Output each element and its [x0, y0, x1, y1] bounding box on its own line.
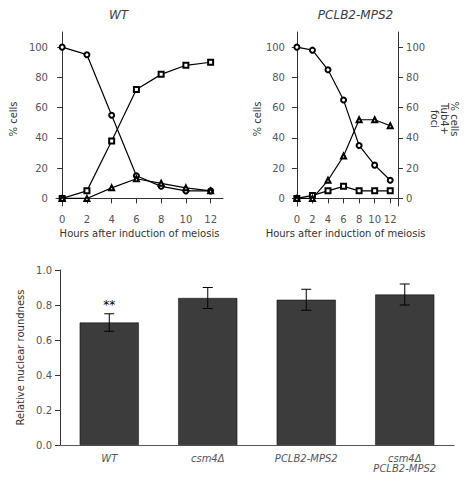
svg-text:2: 2: [309, 214, 315, 225]
svg-text:40: 40: [272, 132, 285, 143]
svg-text:0.8: 0.8: [36, 300, 52, 311]
svg-text:80: 80: [35, 72, 48, 83]
svg-text:0.6: 0.6: [36, 335, 52, 346]
svg-text:0: 0: [406, 193, 412, 204]
svg-text:6: 6: [340, 214, 346, 225]
svg-text:12: 12: [204, 214, 217, 225]
svg-text:WT: WT: [101, 453, 118, 464]
svg-text:Relative nuclear roundness: Relative nuclear roundness: [15, 290, 26, 426]
svg-text:csm4Δ: csm4Δ: [191, 453, 225, 464]
svg-text:PCLB2-MPS2: PCLB2-MPS2: [318, 8, 393, 22]
svg-text:csm4Δ: csm4Δ: [387, 452, 422, 464]
svg-text:2: 2: [84, 214, 90, 225]
svg-text:40: 40: [35, 132, 48, 143]
svg-text:20: 20: [406, 163, 419, 174]
svg-text:WT: WT: [109, 8, 130, 22]
svg-text:Tub4+: Tub4+: [438, 103, 450, 135]
svg-text:0: 0: [59, 214, 65, 225]
svg-text:60: 60: [272, 102, 285, 113]
svg-text:100: 100: [29, 42, 48, 53]
svg-text:60: 60: [406, 102, 419, 113]
svg-text:80: 80: [406, 72, 419, 83]
svg-text:10: 10: [180, 214, 193, 225]
svg-text:% cells: % cells: [448, 101, 460, 137]
svg-text:8: 8: [158, 214, 164, 225]
svg-text:0.2: 0.2: [36, 405, 52, 416]
svg-text:Hours after induction of meios: Hours after induction of meiosis: [266, 228, 426, 239]
svg-text:PCLB2-MPS2: PCLB2-MPS2: [275, 453, 338, 464]
svg-text:0: 0: [42, 193, 48, 204]
svg-text:4: 4: [108, 214, 114, 225]
svg-text:0: 0: [279, 193, 285, 204]
svg-text:6: 6: [133, 214, 139, 225]
svg-text:20: 20: [35, 163, 48, 174]
svg-text:80: 80: [272, 72, 285, 83]
svg-text:0.4: 0.4: [36, 370, 52, 381]
svg-text:40: 40: [406, 132, 419, 143]
svg-text:0.0: 0.0: [36, 440, 52, 451]
svg-text:12: 12: [384, 214, 397, 225]
svg-text:8: 8: [356, 214, 362, 225]
svg-text:% cells: % cells: [252, 101, 263, 136]
svg-text:PCLB2-MPS2: PCLB2-MPS2: [373, 463, 436, 474]
svg-text:10: 10: [368, 214, 381, 225]
svg-text:% cells: % cells: [8, 101, 19, 136]
svg-text:1.0: 1.0: [36, 265, 52, 276]
svg-text:100: 100: [406, 42, 425, 53]
svg-text:Hours after induction of meios: Hours after induction of meiosis: [60, 228, 220, 239]
svg-text:60: 60: [35, 102, 48, 113]
svg-text:100: 100: [266, 42, 285, 53]
svg-text:0: 0: [294, 214, 300, 225]
svg-text:foci: foci: [429, 110, 440, 128]
svg-text:20: 20: [272, 163, 285, 174]
svg-text:**: **: [103, 298, 115, 312]
svg-text:4: 4: [325, 214, 331, 225]
